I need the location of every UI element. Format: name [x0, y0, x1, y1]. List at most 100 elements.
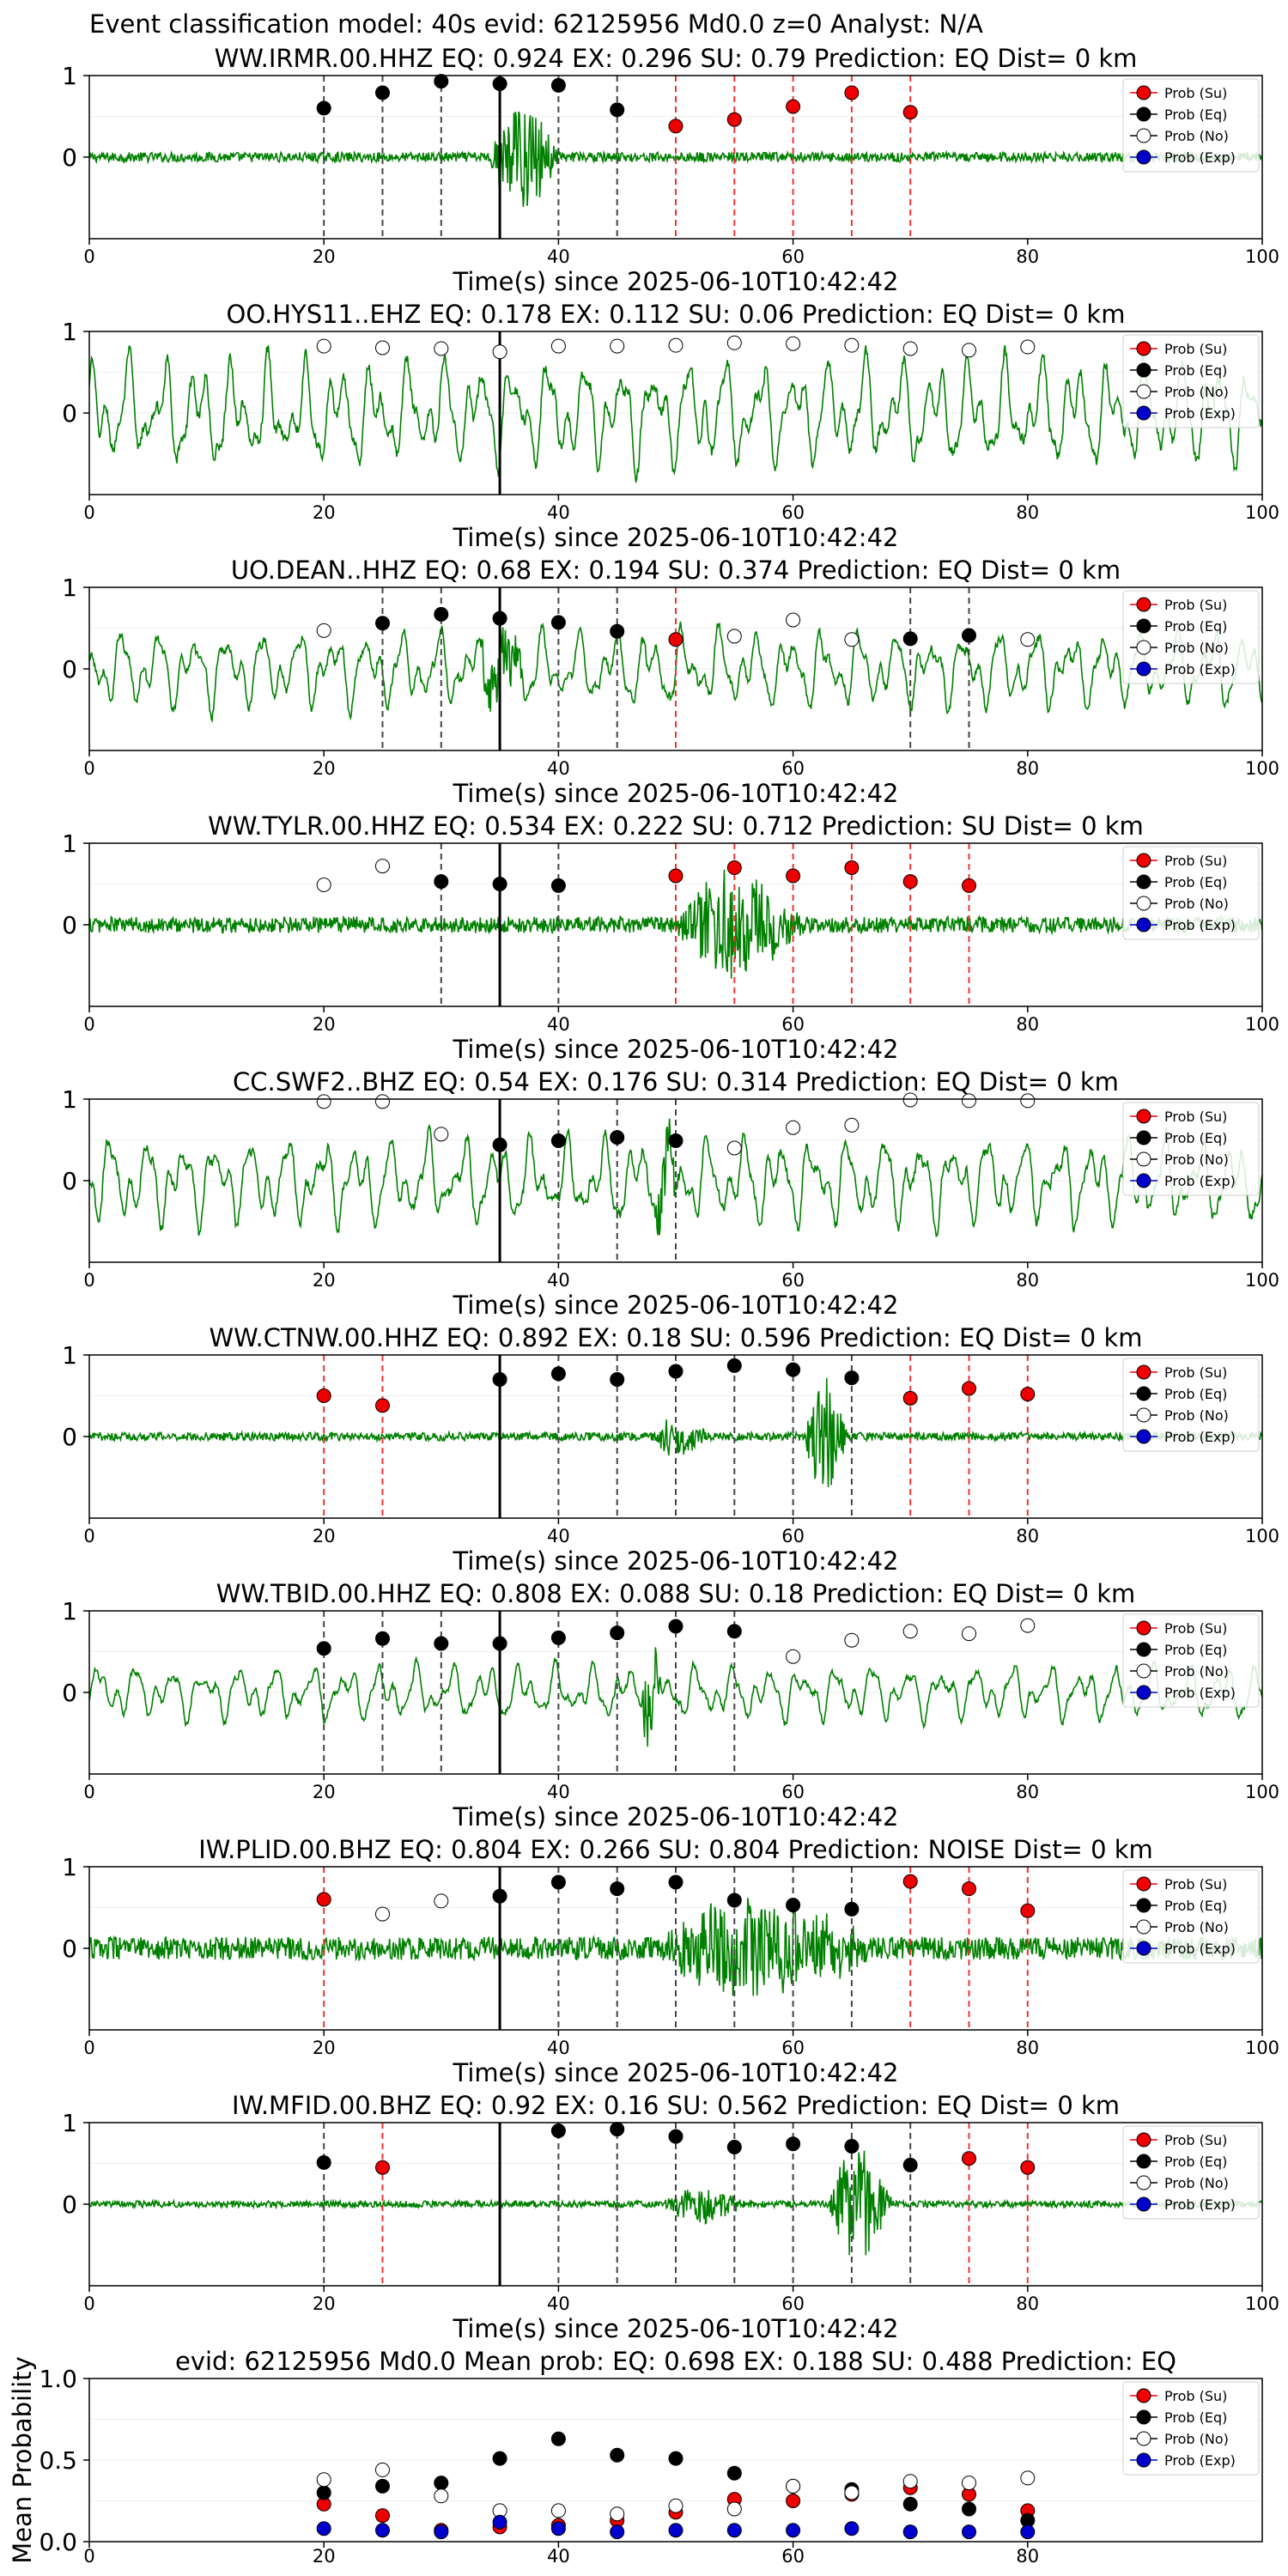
- x-tick-label: 20: [313, 246, 336, 267]
- plot-area: [89, 2123, 1262, 2286]
- legend-marker-eq: [1136, 2409, 1151, 2425]
- y-tick-label: 0: [62, 1167, 77, 1195]
- x-tick-label: 0: [83, 246, 94, 267]
- prob-marker-no: [375, 1906, 390, 1922]
- legend-marker-no: [1136, 2431, 1151, 2446]
- y-tick-label: 0: [62, 911, 77, 939]
- mean-marker-exp: [492, 2514, 507, 2530]
- x-tick-label: 100: [1245, 758, 1279, 779]
- station-panel-1: WW.IRMR.00.HHZ EQ: 0.924 EX: 0.296 SU: 0…: [62, 44, 1279, 296]
- legend-label-exp: Prob (Exp): [1164, 1941, 1236, 1957]
- waveform-trace: [89, 1647, 1262, 1747]
- prob-marker-su: [316, 1892, 331, 1907]
- x-tick-label: 40: [547, 502, 570, 523]
- prob-marker-no: [844, 337, 860, 353]
- legend-box: [1122, 1358, 1260, 1452]
- x-tick-label: 40: [547, 246, 570, 267]
- x-tick-label: 40: [547, 1782, 570, 1802]
- legend-marker-no: [1136, 1407, 1151, 1423]
- x-tick-label: 80: [1016, 1014, 1039, 1035]
- x-tick-label: 60: [781, 2546, 805, 2567]
- x-tick-label: 20: [313, 2038, 336, 2058]
- y-tick-label: 0: [62, 2190, 77, 2219]
- waveform-trace: [89, 111, 1262, 207]
- panel-title: WW.TBID.00.HHZ EQ: 0.808 EX: 0.088 SU: 0…: [216, 1579, 1136, 1608]
- prob-marker-no: [902, 1092, 918, 1108]
- x-tick-label: 80: [1016, 2038, 1039, 2058]
- prob-marker-eq: [434, 74, 449, 89]
- legend-marker-su: [1136, 341, 1151, 356]
- prob-marker-su: [786, 868, 801, 884]
- mean-marker-exp: [610, 2524, 625, 2540]
- prob-marker-no: [668, 337, 683, 353]
- prob-marker-eq: [434, 606, 449, 622]
- prob-marker-no: [726, 1140, 742, 1156]
- legend-marker-no: [1136, 384, 1151, 399]
- prob-marker-su: [902, 105, 918, 120]
- mean-marker-eq: [902, 2496, 918, 2512]
- prob-marker-eq: [550, 1874, 566, 1890]
- legend-label-no: Prob (No): [1164, 2431, 1229, 2447]
- x-axis-label: Time(s) since 2025-06-10T10:42:42: [453, 523, 899, 552]
- prob-marker-eq: [786, 2136, 801, 2152]
- x-axis-label: Time(s) since 2025-06-10T10:42:42: [453, 779, 899, 808]
- legend-label-su: Prob (Su): [1164, 341, 1227, 357]
- plot-area: [89, 1867, 1262, 2030]
- plot-area: [89, 76, 1262, 239]
- x-tick-label: 20: [313, 2546, 336, 2567]
- prob-marker-eq: [610, 1881, 625, 1897]
- mean-marker-exp: [786, 2523, 801, 2538]
- x-tick-label: 0: [83, 2293, 94, 2314]
- panel-title: evid: 62125956 Md0.0 Mean prob: EQ: 0.69…: [175, 2347, 1176, 2376]
- mean-marker-su: [375, 2508, 390, 2524]
- legend-marker-no: [1136, 128, 1151, 143]
- prob-marker-eq: [844, 2139, 860, 2154]
- mean-marker-no: [726, 2501, 742, 2517]
- prob-marker-eq: [492, 1888, 507, 1904]
- prob-marker-eq: [668, 1619, 683, 1634]
- y-tick-label: 1: [62, 2109, 77, 2137]
- x-axis-label: Time(s) since 2025-06-10T10:42:42: [453, 1035, 899, 1064]
- prob-marker-su: [902, 874, 918, 890]
- prob-marker-eq: [610, 623, 625, 639]
- legend-label-exp: Prob (Exp): [1164, 2452, 1236, 2469]
- prob-marker-eq: [668, 1133, 683, 1148]
- legend-label-su: Prob (Su): [1164, 2132, 1227, 2148]
- mean-marker-no: [375, 2462, 390, 2477]
- mean-marker-exp: [1020, 2524, 1036, 2540]
- x-tick-label: 100: [1245, 502, 1279, 523]
- mean-marker-no: [668, 2498, 683, 2513]
- waveform-trace: [89, 344, 1262, 483]
- prob-marker-eq: [550, 878, 566, 893]
- legend-label-eq: Prob (Eq): [1164, 362, 1227, 379]
- x-tick-label: 80: [1016, 502, 1039, 523]
- legend-label-eq: Prob (Eq): [1164, 874, 1227, 890]
- prob-marker-su: [375, 1398, 390, 1413]
- legend-label-su: Prob (Su): [1164, 2388, 1227, 2404]
- legend-box: [1122, 1613, 1260, 1708]
- mean-marker-exp: [668, 2523, 683, 2538]
- x-tick-label: 20: [313, 502, 336, 523]
- x-tick-label: 40: [547, 2038, 570, 2058]
- mean-marker-eq: [492, 2451, 507, 2466]
- legend-marker-no: [1136, 1919, 1151, 1935]
- legend-marker-no: [1136, 896, 1151, 911]
- y-tick-label: 1.0: [39, 2365, 77, 2393]
- x-tick-label: 80: [1016, 246, 1039, 267]
- y-tick-label: 1: [62, 1597, 77, 1625]
- prob-marker-eq: [844, 1370, 860, 1386]
- station-panel-4: WW.TYLR.00.HHZ EQ: 0.534 EX: 0.222 SU: 0…: [62, 811, 1279, 1064]
- legend-marker-eq: [1136, 1642, 1151, 1657]
- mean-marker-exp: [902, 2524, 918, 2540]
- legend-label-eq: Prob (Eq): [1164, 1642, 1227, 1658]
- plot-area: [89, 1099, 1262, 1262]
- x-tick-label: 80: [1016, 2293, 1039, 2314]
- prob-marker-no: [550, 338, 566, 354]
- mean-marker-eq: [726, 2465, 742, 2481]
- legend-label-no: Prob (No): [1164, 1407, 1229, 1424]
- mean-marker-eq: [375, 2478, 390, 2494]
- prob-marker-eq: [492, 877, 507, 891]
- x-tick-label: 100: [1245, 246, 1279, 267]
- prob-marker-no: [1020, 632, 1036, 647]
- prob-marker-su: [668, 118, 683, 134]
